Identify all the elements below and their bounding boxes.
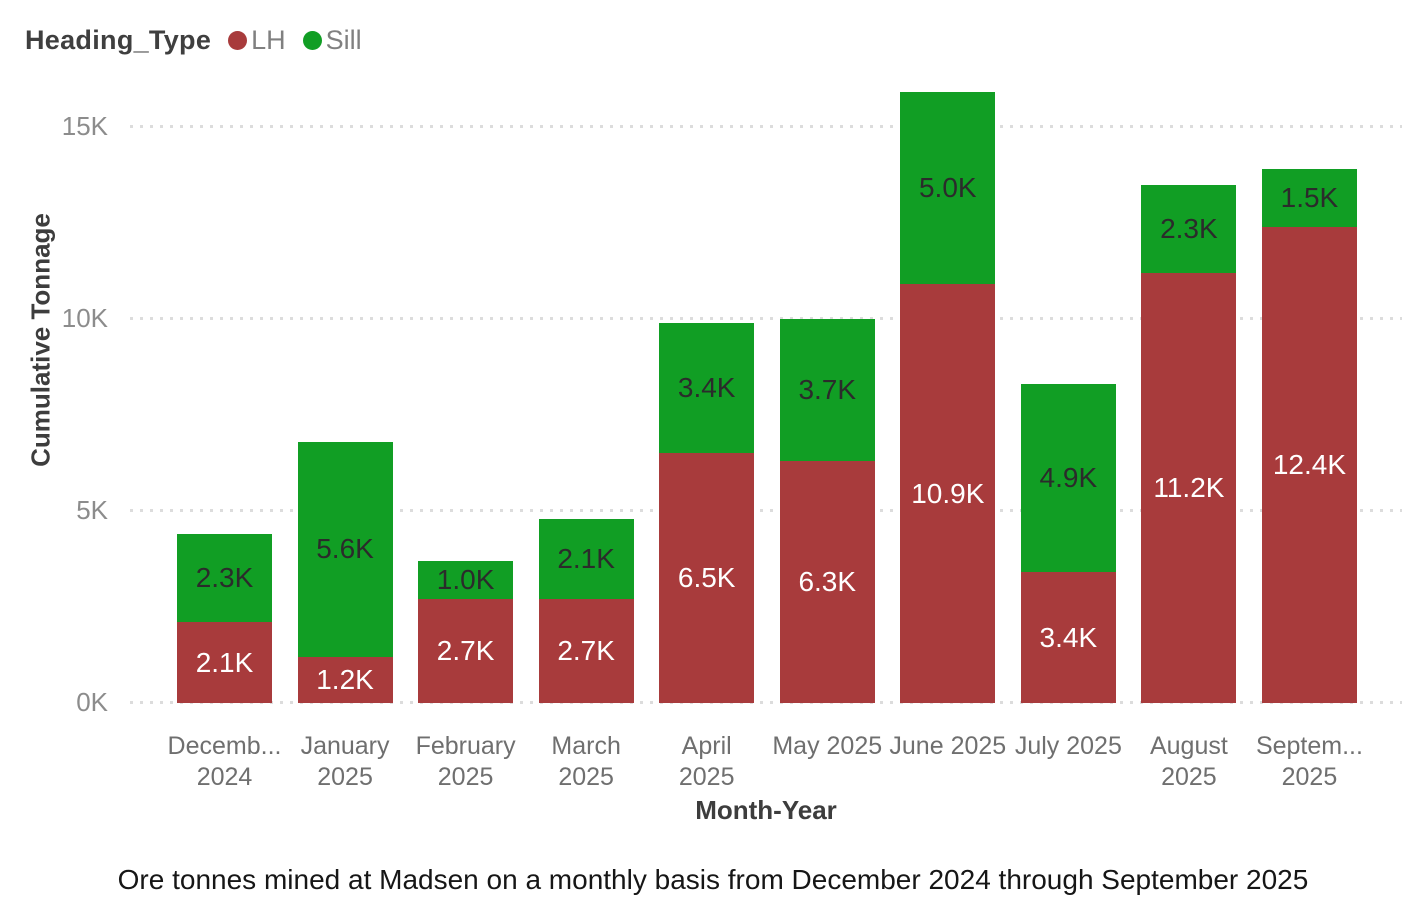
bar-label-sill-5: 3.7K (798, 374, 857, 406)
bar-segment-sill-2[interactable]: 1.0K (418, 560, 514, 600)
bar-3[interactable]: 2.7K 2.1K (538, 518, 634, 703)
bar-8[interactable]: 11.2K 2.3K (1141, 184, 1237, 703)
bar-label-sill-7: 4.9K (1039, 462, 1098, 494)
bar-label-sill-6: 5.0K (918, 172, 977, 204)
bar-segment-lh-1[interactable]: 1.2K (297, 656, 393, 703)
x-category-8: August 2025 (1149, 732, 1228, 791)
bar-label-lh-8: 11.2K (1153, 471, 1225, 503)
bar-segment-sill-9[interactable]: 1.5K (1261, 169, 1357, 227)
legend-item-lh[interactable]: LH (228, 25, 286, 56)
bar-5[interactable]: 6.3K 3.7K (779, 319, 875, 703)
legend-title: Heading_Type (25, 25, 212, 55)
x-category-2: February 2025 (415, 732, 516, 791)
bar-segment-lh-7[interactable]: 3.4K (1020, 572, 1116, 703)
x-axis-title: Month-Year (695, 795, 837, 825)
bar-label-lh-2: 2.7K (436, 635, 495, 667)
bar-segment-sill-4[interactable]: 3.4K (659, 322, 755, 454)
bar-label-sill-1: 5.6K (316, 533, 374, 565)
gridline-15K (130, 125, 1402, 128)
bar-label-lh-4: 6.5K (677, 562, 736, 594)
x-category-3: March 2025 (551, 732, 621, 791)
bar-segment-lh-8[interactable]: 11.2K (1141, 272, 1237, 703)
bar-0[interactable]: 2.1K 2.3K (177, 534, 272, 703)
legend-item-sill[interactable]: Sill (302, 25, 362, 56)
sill-color-dot-icon (302, 31, 322, 50)
x-category-6: June 2025 (889, 732, 1007, 760)
gridline-0K (130, 701, 1402, 704)
bar-4[interactable]: 6.5K 3.4K (659, 322, 755, 703)
gridline-10K (130, 317, 1402, 320)
bar-label-lh-5: 6.3K (798, 566, 857, 598)
bar-segment-sill-6[interactable]: 5.0K (900, 92, 996, 285)
bar-label-lh-3: 2.7K (557, 635, 615, 667)
x-category-0: Decemb... 2024 (167, 732, 282, 791)
bar-segment-sill-3[interactable]: 2.1K (538, 518, 634, 600)
bar-label-sill-0: 2.3K (195, 562, 254, 594)
bar-label-lh-0: 2.1K (195, 646, 254, 678)
bar-segment-lh-5[interactable]: 6.3K (779, 461, 875, 703)
y-tick-10K: 10K (61, 303, 108, 333)
bar-label-lh-6: 10.9K (911, 477, 985, 509)
plot-area: 2.1K 2.3K 1.2K 5.6K 2.7K 1.0K 2.7K 2.1K 6.5K 3.4K… (130, 85, 1402, 704)
bar-1[interactable]: 1.2K 5.6K (297, 441, 393, 703)
bar-segment-lh-4[interactable]: 6.5K (659, 453, 755, 703)
bar-9[interactable]: 12.4K 1.5K (1261, 169, 1357, 703)
y-tick-15K: 15K (61, 111, 108, 141)
bar-label-sill-8: 2.3K (1160, 212, 1218, 244)
bar-segment-lh-3[interactable]: 2.7K (538, 599, 634, 703)
bar-segment-lh-6[interactable]: 10.9K (900, 284, 996, 703)
figure-caption: Ore tonnes mined at Madsen on a monthly … (117, 864, 1309, 895)
bar-segment-sill-8[interactable]: 2.3K (1141, 184, 1237, 273)
bar-6[interactable]: 10.9K 5.0K (900, 92, 996, 703)
bar-label-lh-9: 12.4K (1272, 448, 1347, 480)
bar-segment-lh-9[interactable]: 12.4K (1261, 226, 1357, 703)
bar-label-lh-1: 1.2K (316, 663, 374, 695)
legend-item-lh-label: LH (251, 25, 286, 55)
bar-label-sill-3: 2.1K (557, 543, 615, 575)
lh-color-dot-icon (228, 31, 248, 50)
x-category-4: April 2025 (678, 732, 735, 791)
bar-label-lh-7: 3.4K (1039, 621, 1098, 653)
bar-segment-lh-2[interactable]: 2.7K (418, 599, 514, 703)
x-category-9: Septem... 2025 (1255, 732, 1363, 791)
bar-7[interactable]: 3.4K 4.9K (1020, 384, 1116, 703)
x-category-5: May 2025 (772, 732, 883, 760)
gridline-5K (130, 509, 1402, 512)
x-category-1: January 2025 (300, 732, 390, 791)
bar-2[interactable]: 2.7K 1.0K (418, 560, 514, 703)
legend-item-sill-label: Sill (325, 25, 362, 55)
y-tick-5K: 5K (76, 495, 108, 525)
bar-segment-lh-0[interactable]: 2.1K (177, 622, 272, 703)
bar-segment-sill-1[interactable]: 5.6K (297, 441, 393, 657)
bar-label-sill-2: 1.0K (436, 564, 495, 596)
bar-segment-sill-7[interactable]: 4.9K (1020, 384, 1116, 573)
legend: Heading_Type LH Sill (25, 25, 362, 56)
bar-label-sill-4: 3.4K (677, 372, 736, 404)
bar-segment-sill-5[interactable]: 3.7K (779, 319, 875, 462)
bar-label-sill-9: 1.5K (1280, 182, 1339, 214)
x-category-7: July 2025 (1014, 732, 1122, 760)
y-tick-0K: 0K (76, 687, 108, 717)
y-axis-title: Cumulative Tonnage (25, 213, 56, 467)
bar-segment-sill-0[interactable]: 2.3K (177, 534, 272, 623)
